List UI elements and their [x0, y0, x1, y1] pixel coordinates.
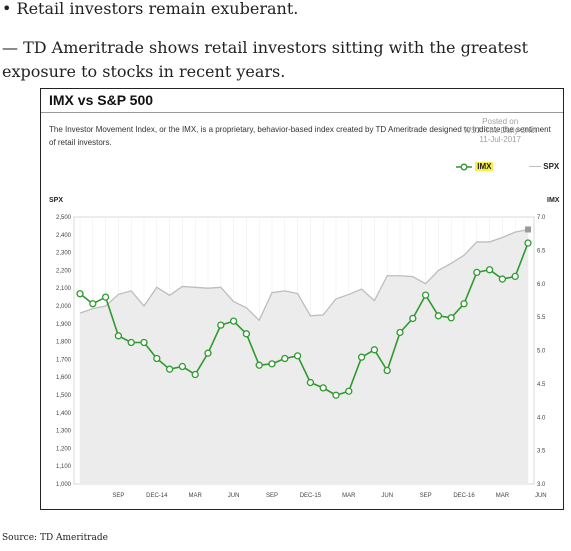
imx-point: [447, 314, 455, 322]
imx-point: [229, 317, 238, 325]
x-tick-label: MAR: [496, 493, 510, 499]
left-tick-label: 1,400: [56, 411, 72, 417]
imx-point: [281, 354, 289, 363]
watermark: Posted on WSJ: The Daily Shot 11-Jul-201…: [463, 117, 537, 144]
left-tick-label: 1,100: [56, 464, 72, 470]
right-tick-label: 4.5: [537, 382, 546, 388]
source-note: Source: TD Ameritrade: [2, 533, 108, 543]
right-tick-label: 3.5: [537, 449, 546, 455]
left-tick-label: 1,700: [56, 357, 72, 363]
spx-last-marker: [525, 226, 531, 233]
imx-point: [127, 338, 135, 347]
left-tick-label: 2,200: [56, 268, 72, 274]
right-tick-label: 7.0: [537, 215, 546, 221]
x-tick-label: MAR: [342, 493, 356, 499]
imx-point: [191, 370, 199, 379]
imx-point: [255, 361, 263, 369]
chart-title: IMX vs S&P 500: [49, 92, 154, 108]
legend-imx: IMX: [455, 162, 494, 171]
left-tick-label: 1,900: [56, 322, 72, 328]
left-tick-label: 2,300: [56, 251, 72, 257]
x-tick-label: DEC-14: [146, 493, 168, 499]
right-axis-label: IMX: [547, 197, 560, 204]
imx-point: [268, 360, 276, 368]
imx-point: [306, 378, 315, 387]
left-tick-label: 1,500: [56, 393, 72, 399]
right-tick-label: 6.0: [537, 282, 546, 288]
x-tick-label: DEC-15: [300, 493, 322, 499]
left-tick-label: 2,000: [56, 304, 72, 310]
x-tick-label: SEP: [112, 493, 124, 499]
bullet-text: • Retail investors remain exuberant.: [2, 0, 299, 18]
imx-point: [357, 353, 366, 361]
imx-point: [165, 365, 174, 373]
legend-spx-line-icon: [529, 166, 541, 168]
imx-point: [345, 387, 353, 395]
right-tick-label: 5.5: [537, 315, 546, 321]
imx-point: [409, 314, 417, 323]
imx-point: [178, 362, 187, 371]
spx-area: [80, 229, 528, 484]
imx-point: [153, 354, 161, 363]
chart-frame: IMX vs S&P 500 The Investor Movement Ind…: [40, 88, 564, 510]
x-tick-label: JUN: [228, 493, 240, 499]
imx-point: [76, 290, 84, 298]
x-tick-label: SEP: [266, 493, 278, 499]
imx-point: [498, 275, 507, 283]
left-tick-label: 2,500: [56, 215, 72, 221]
x-tick-label: MAR: [189, 493, 203, 499]
title-divider: [41, 112, 563, 113]
left-tick-label: 2,400: [56, 233, 72, 239]
imx-point: [434, 312, 443, 320]
right-tick-label: 6.5: [537, 248, 546, 254]
left-tick-label: 2,100: [56, 286, 72, 292]
left-tick-label: 1,000: [56, 482, 72, 488]
imx-point: [370, 346, 379, 354]
right-tick-label: 3.0: [537, 482, 546, 488]
article-paragraph: — TD Ameritrade shows retail investors s…: [2, 38, 529, 81]
imx-point: [396, 328, 404, 337]
right-tick-label: 4.0: [537, 415, 546, 421]
legend-imx-label: IMX: [475, 162, 494, 171]
x-tick-label: DEC-16: [453, 493, 475, 499]
legend-imx-marker-icon: [456, 163, 472, 171]
imx-point: [485, 266, 494, 274]
watermark-line-3: 11-Jul-2017: [479, 135, 521, 144]
left-tick-label: 1,800: [56, 340, 72, 346]
imx-point: [217, 321, 225, 329]
imx-point: [101, 293, 110, 301]
imx-point: [421, 291, 430, 299]
imx-point: [473, 268, 481, 277]
chart-plot: 1,000 1,100 1,200 1,300 1,400 1,500 1,600 1,700…: [56, 215, 547, 499]
x-tick-label: JUN: [381, 493, 393, 499]
left-tick-label: 1,200: [56, 446, 72, 452]
imx-point: [89, 300, 97, 308]
x-tick-label: JUN: [535, 493, 547, 499]
left-tick-label: 1,300: [56, 429, 72, 435]
x-tick-label: SEP: [420, 493, 432, 499]
imx-point: [460, 300, 468, 308]
imx-point: [383, 366, 391, 375]
legend-spx-label: SPX: [543, 162, 560, 171]
imx-point: [204, 349, 212, 357]
imx-point: [511, 272, 519, 281]
legend-spx: SPX: [529, 162, 559, 171]
left-axis-label: SPX: [49, 197, 64, 204]
watermark-line-1: Posted on: [482, 117, 519, 126]
imx-point: [114, 332, 123, 340]
imx-point: [293, 352, 302, 360]
imx-point: [140, 338, 148, 347]
chart-subtitle: The Investor Movement Index, or the IMX,…: [49, 125, 551, 147]
watermark-line-2: WSJ: The Daily Shot: [463, 126, 537, 135]
imx-point: [524, 239, 532, 247]
imx-point: [319, 384, 327, 392]
right-tick-label: 5.0: [537, 349, 546, 355]
imx-point: [332, 391, 340, 399]
imx-point: [242, 330, 251, 338]
spx-series-line: [79, 228, 529, 322]
left-tick-label: 1,600: [56, 375, 72, 381]
